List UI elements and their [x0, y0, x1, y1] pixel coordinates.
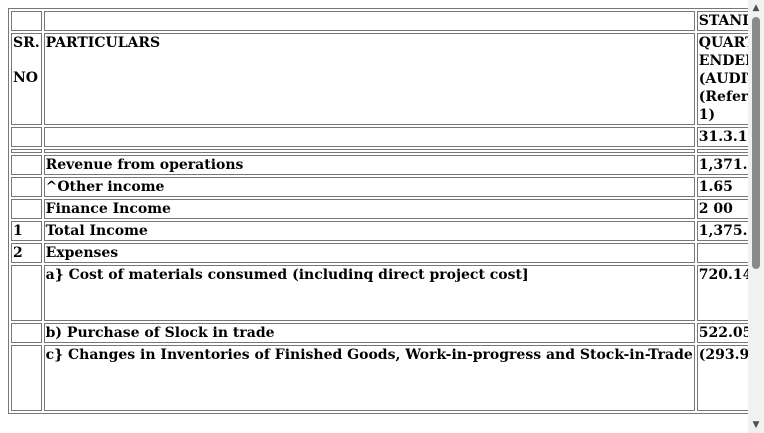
value-cell: 2 00 — [696, 199, 748, 219]
empty-cell — [43, 11, 695, 31]
header-line: (Refer Note — [698, 89, 748, 105]
particular-cell: b) Purchase of Slock in trade — [43, 323, 695, 343]
sr-no-header: SR. NO — [11, 33, 42, 125]
spacer — [13, 52, 40, 69]
sr-no-cell — [11, 199, 42, 219]
empty-cell — [696, 149, 748, 153]
sr-no-cell: 1 — [11, 221, 42, 241]
scroll-up-arrow-icon[interactable]: ▲ — [752, 3, 760, 13]
empty-cell — [43, 127, 695, 147]
table-row: c} Changes in Inventories of Finished Go… — [11, 345, 748, 411]
header-line: 1) — [698, 107, 716, 123]
financial-results-table: STANDALONE SR. NO PARTICULARS QUARTER EN… — [8, 8, 748, 414]
particular-cell: a} Cost of materials consumed (includinq… — [43, 265, 695, 321]
header-line: ENDED — [698, 53, 748, 69]
value-cell: 1,375.82 — [696, 221, 748, 241]
data-rows: Revenue from operations1,371.97898.991,3… — [11, 155, 748, 411]
empty-cell — [11, 149, 42, 153]
date-cell: 31.3.18 — [696, 127, 748, 147]
particular-cell: c} Changes in Inventories of Finished Go… — [43, 345, 695, 411]
sr-no-cell — [11, 177, 42, 197]
sr-no-label-line: SR. — [13, 35, 40, 51]
value-cell: 720.14 — [696, 265, 748, 321]
sr-no-cell — [11, 155, 42, 175]
document-viewport: STANDALONE SR. NO PARTICULARS QUARTER EN… — [8, 8, 748, 414]
table-row: a} Cost of materials consumed (includinq… — [11, 265, 748, 321]
value-cell: 1,371.97 — [696, 155, 748, 175]
header-line: (AUDITED) — [698, 71, 748, 87]
sr-no-cell — [11, 265, 42, 321]
value-cell: (293.95) — [696, 345, 748, 411]
scroll-down-arrow-icon[interactable]: ▼ — [752, 420, 760, 430]
particular-cell: ^Other income — [43, 177, 695, 197]
empty-cell — [43, 149, 695, 153]
sr-no-cell — [11, 323, 42, 343]
separator-row — [11, 149, 748, 153]
sr-no-cell — [11, 345, 42, 411]
table-row: Revenue from operations1,371.97898.991,3… — [11, 155, 748, 175]
value-cell: 522.05 — [696, 323, 748, 343]
col-header-1: QUARTER ENDED (AUDITED) (Refer Note 1) — [696, 33, 748, 125]
particular-cell: Finance Income — [43, 199, 695, 219]
sr-no-cell: 2 — [11, 243, 42, 263]
empty-cell — [11, 127, 42, 147]
column-header-row: SR. NO PARTICULARS QUARTER ENDED (AUDITE… — [11, 33, 748, 125]
value-cell: 1.65 — [696, 177, 748, 197]
particular-cell: Revenue from operations — [43, 155, 695, 175]
table-row: b) Purchase of Slock in trade522.05174.1… — [11, 323, 748, 343]
value-cell — [696, 243, 748, 263]
empty-cell — [11, 11, 42, 31]
group-header-row: STANDALONE — [11, 11, 748, 31]
table-row: 2 Expenses — [11, 243, 748, 263]
particulars-header: PARTICULARS — [43, 33, 695, 125]
header-line: QUARTER — [698, 35, 748, 51]
scrollbar-thumb[interactable] — [752, 17, 760, 269]
date-row: 31.3.18 31.12.17 31.3,17 31.3.18 31,3.17 — [11, 127, 748, 147]
sr-no-label-line: NO — [13, 70, 38, 86]
vertical-scrollbar[interactable]: ▲ ▼ — [748, 0, 764, 433]
particular-cell: Total Income — [43, 221, 695, 241]
standalone-header: STANDALONE — [696, 11, 748, 31]
particular-cell: Expenses — [43, 243, 695, 263]
